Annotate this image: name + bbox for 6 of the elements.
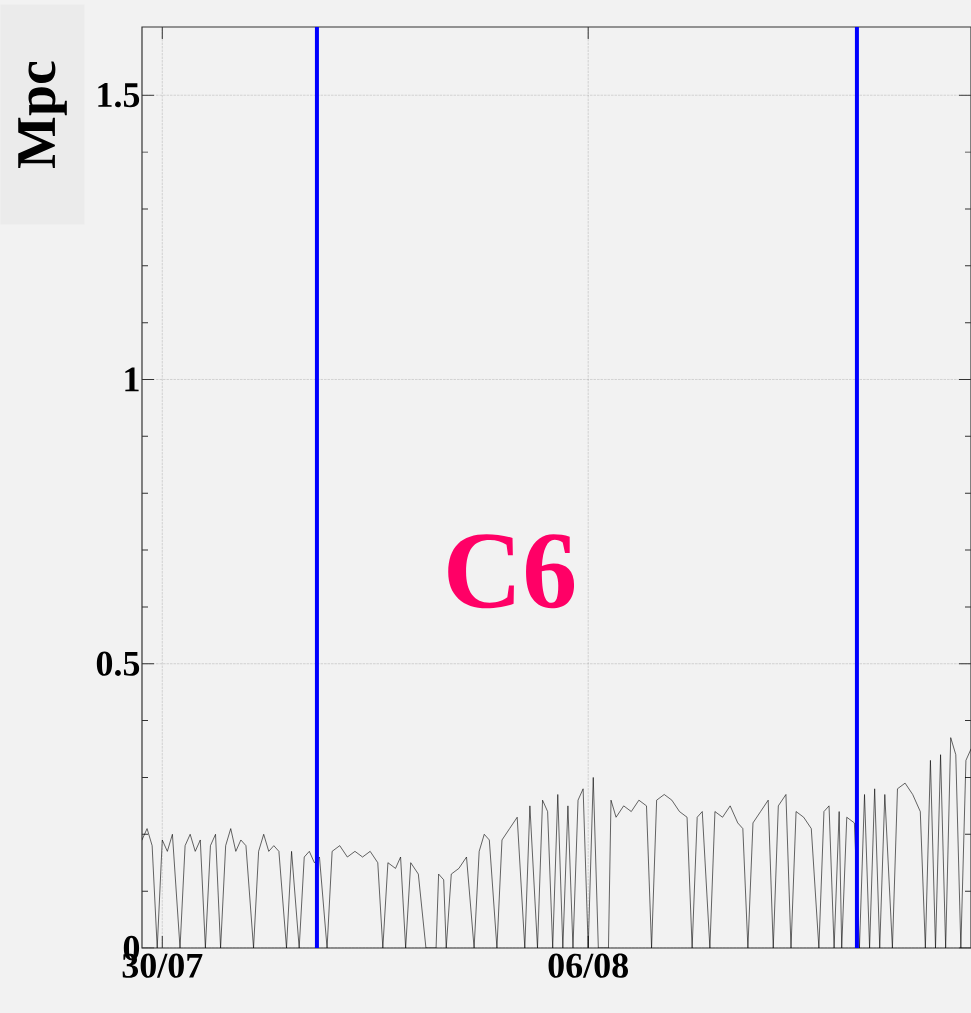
y-tick-label: 1.5 xyxy=(98,83,140,108)
y-tick-label: 1 xyxy=(125,367,139,392)
y-tick-label: 0.5 xyxy=(96,651,140,676)
x-tick-label: 06/08 xyxy=(548,953,628,978)
y-axis-title: Mpc xyxy=(18,61,67,168)
annotation: C6 xyxy=(448,534,575,609)
